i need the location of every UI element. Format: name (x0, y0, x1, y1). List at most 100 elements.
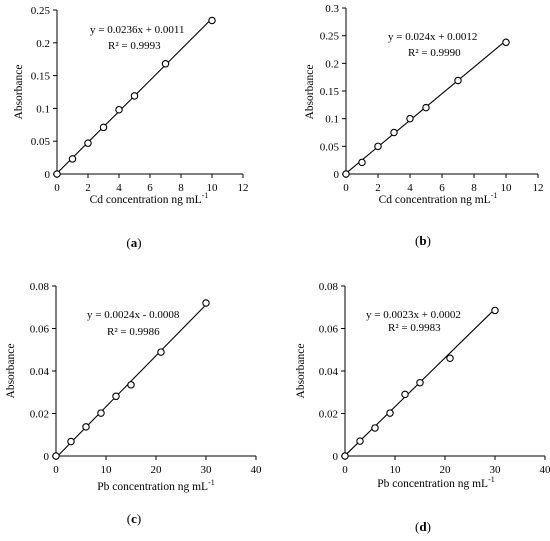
x-tick-label: 10 (501, 182, 513, 194)
r-squared-label: R² = 0.9986 (107, 326, 160, 338)
y-tick-label: 0 (334, 169, 340, 181)
x-tick-label: 30 (201, 464, 213, 476)
y-tick-label: 0.06 (30, 324, 50, 336)
panel-caption: (c) (127, 511, 141, 526)
y-tick-label: 0.1 (36, 103, 50, 115)
y-axis-label: Absorbance (13, 65, 25, 120)
data-point (356, 437, 364, 445)
y-tick-label: 0.1 (325, 114, 339, 126)
panel-caption: (a) (126, 235, 141, 250)
y-tick-label: 0.3 (325, 3, 339, 15)
panel-caption-part: ( (415, 233, 419, 248)
x-tick-label: 4 (407, 182, 413, 194)
data-point (208, 16, 216, 25)
x-tick-label: 2 (375, 182, 381, 194)
x-axis-label-text: Cd concentration ng mL (90, 194, 202, 206)
y-tick-label: 0.25 (31, 5, 51, 17)
x-tick-label: 20 (440, 464, 452, 476)
chart-panel-3: 0 0.02 0.04 0.06 0.08 0 10 20 30 40 y = 0.0024x - … (5, 281, 262, 526)
data-point (358, 158, 366, 167)
x-tick-label: 12 (533, 182, 544, 194)
y-tick-label: 0 (44, 451, 50, 463)
x-tick-label: 30 (490, 464, 502, 476)
chart-panel-4: 0 0.02 0.04 0.06 0.08 0 10 20 30 40 y = 0.0023x + … (295, 281, 550, 534)
panel-caption-part: ( (127, 511, 131, 526)
y-tick-label: 0.06 (319, 324, 339, 336)
data-point (416, 378, 424, 387)
panel-caption-part: ) (137, 511, 141, 526)
data-point (127, 381, 135, 389)
x-tick-label: 40 (251, 464, 263, 476)
data-point (386, 409, 394, 417)
data-point (491, 306, 499, 315)
x-axis-label: Pb concentration ng mL-1 (377, 475, 495, 490)
data-point (406, 114, 414, 123)
x-axis-label-text: Pb concentration ng mL (377, 478, 488, 490)
data-point (157, 348, 165, 356)
y-tick-label: 0.15 (320, 86, 340, 98)
x-tick-label: 6 (439, 182, 445, 194)
y-tick-label: 0.05 (31, 136, 51, 148)
y-tick-label: 0.05 (320, 141, 340, 153)
data-point (112, 392, 120, 401)
y-tick-label: 0.04 (30, 366, 50, 378)
chart-panel-2: 0 0.05 0.1 0.15 0.2 0.25 0.3 0 2 4 6 8 10 12 y = 0.024… (304, 3, 544, 248)
data-point (97, 409, 105, 417)
data-point (84, 139, 92, 147)
panel-caption-part: ( (415, 519, 419, 534)
x-axis-label: Pb concentration ng mL-1 (97, 478, 215, 493)
x-axis-label-superscript: -1 (491, 191, 498, 200)
x-tick-label: 10 (390, 464, 402, 476)
x-tick-label: 20 (151, 464, 163, 476)
data-point (341, 452, 349, 460)
y-tick-label: 0.2 (36, 38, 50, 50)
x-tick-label: 0 (54, 182, 60, 194)
data-point (390, 128, 398, 137)
panel-caption-part: ) (427, 519, 431, 534)
y-tick-label: 0.08 (319, 281, 339, 293)
x-axis-label: Cd concentration ng mL-1 (379, 191, 498, 206)
data-point (502, 38, 510, 47)
y-axis-label: Absorbance (295, 344, 307, 399)
data-point (53, 170, 61, 178)
y-tick-label: 0.02 (30, 409, 49, 421)
equation-label: y = 0.024x + 0.0012 (388, 31, 477, 43)
x-axis-label-superscript: -1 (488, 475, 495, 484)
equation-label: y = 0.0024x - 0.0008 (87, 309, 180, 321)
r-squared-label: R² = 0.9990 (408, 47, 461, 59)
panel-caption-part: a (131, 235, 138, 250)
data-point (115, 105, 123, 114)
x-tick-label: 8 (178, 182, 184, 194)
equation-label: y = 0.0023x + 0.0002 (366, 309, 461, 321)
y-axis-label: Absorbance (304, 65, 316, 120)
x-axis-label-superscript: -1 (208, 478, 215, 487)
x-tick-label: 2 (85, 182, 91, 194)
x-tick-label: 0 (342, 464, 348, 476)
data-point (99, 123, 108, 132)
x-tick-label: 0 (343, 182, 349, 194)
y-axis-label: Absorbance (5, 344, 17, 399)
panel-caption: (b) (415, 233, 431, 248)
x-tick-label: 10 (101, 464, 113, 476)
data-point (202, 299, 210, 307)
panel-caption-part: ) (137, 235, 141, 250)
r-squared-label: R² = 0.9993 (108, 40, 161, 52)
data-point (454, 76, 462, 85)
data-point (342, 170, 350, 178)
data-point (82, 423, 90, 431)
panel-caption-part: c (131, 511, 137, 526)
y-tick-label: 0.08 (30, 281, 50, 293)
y-tick-label: 0.25 (320, 31, 340, 43)
panel-caption: (d) (415, 519, 431, 534)
panel-caption-part: d (419, 519, 427, 534)
data-point (422, 103, 430, 112)
equation-label: y = 0.0236x + 0.0011 (90, 24, 185, 36)
x-tick-label: 8 (471, 182, 477, 194)
chart-panel-1: 0 0.05 0.1 0.15 0.2 0.25 0 2 4 6 8 10 12 y = 0.0236x … (13, 5, 249, 250)
y-tick-label: 0.02 (319, 409, 338, 421)
y-tick-label: 0.04 (319, 366, 339, 378)
data-point (446, 354, 454, 362)
data-point (374, 142, 382, 151)
data-point (401, 390, 409, 399)
